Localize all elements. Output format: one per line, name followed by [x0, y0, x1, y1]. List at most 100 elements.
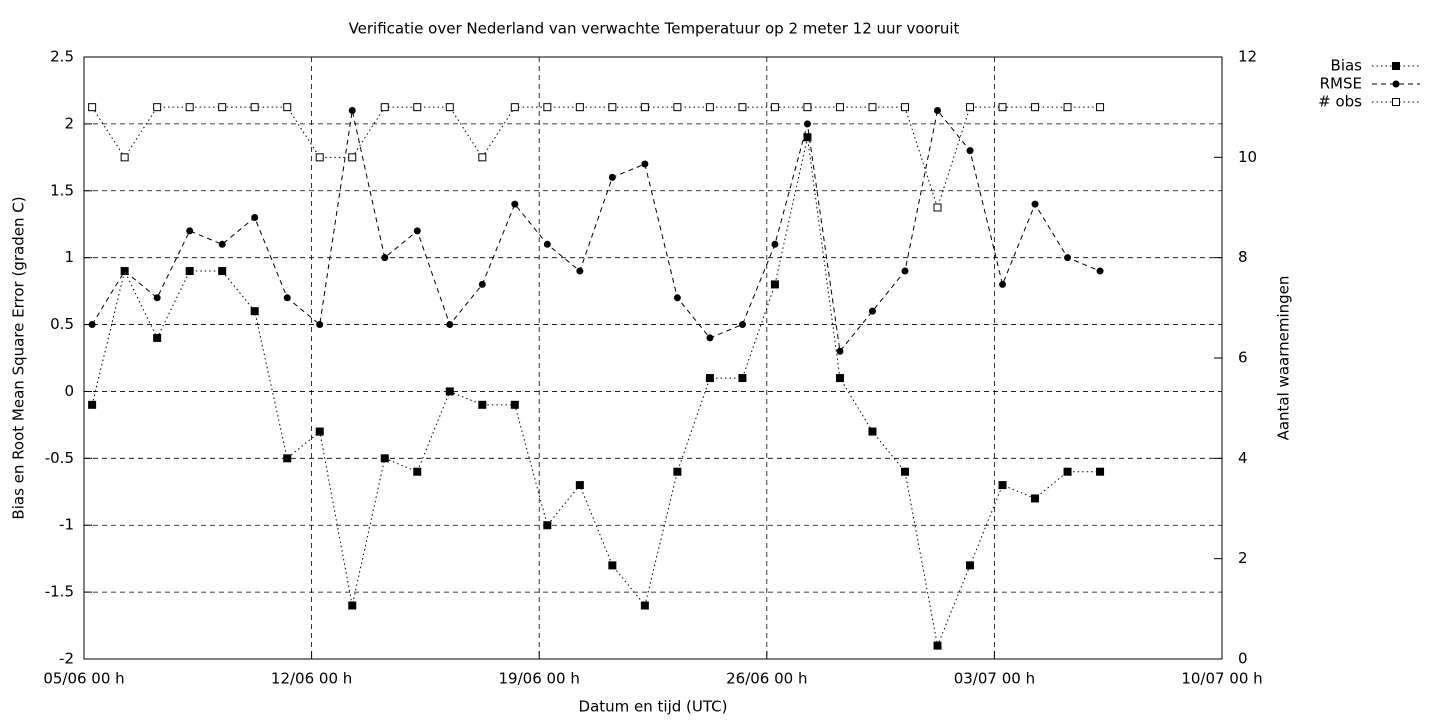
marker — [543, 521, 552, 530]
marker — [185, 267, 194, 276]
marker — [1064, 254, 1072, 262]
marker — [478, 400, 487, 409]
marker — [381, 254, 389, 262]
marker — [413, 227, 421, 235]
marker — [641, 160, 649, 168]
marker — [348, 153, 357, 162]
marker — [1063, 103, 1072, 112]
legend-marker — [1392, 62, 1400, 70]
y-tick-label: 1 — [64, 248, 74, 266]
y2-tick-label: 10 — [1238, 148, 1257, 166]
x-axis-label: Datum en tijd (UTC) — [579, 698, 728, 716]
legend-label: RMSE — [1320, 75, 1362, 93]
marker — [510, 400, 519, 409]
x-tick-label: 19/06 00 h — [499, 670, 580, 688]
marker — [251, 214, 259, 222]
marker — [999, 280, 1007, 288]
series-line — [91, 106, 1101, 210]
y-tick-label: -1 — [59, 516, 74, 534]
marker — [153, 294, 161, 302]
marker — [348, 107, 356, 115]
marker — [575, 481, 584, 490]
marker — [283, 103, 292, 112]
marker — [706, 334, 714, 342]
legend-label: # obs — [1318, 93, 1362, 111]
marker — [315, 427, 324, 436]
marker — [380, 454, 389, 463]
marker — [933, 641, 942, 650]
marker — [900, 103, 909, 112]
marker — [283, 294, 291, 302]
y-tick-label: -0.5 — [45, 449, 74, 467]
y2-tick-label: 2 — [1238, 549, 1248, 567]
marker — [445, 387, 454, 396]
marker — [153, 103, 162, 112]
marker — [640, 601, 649, 610]
marker — [88, 321, 96, 329]
marker — [673, 103, 682, 112]
y2-tick-label: 8 — [1238, 248, 1248, 266]
y-axis-label: Bias en Root Mean Square Error (graden C… — [10, 196, 28, 519]
marker — [803, 120, 811, 128]
legend-label: Bias — [1331, 57, 1363, 75]
marker — [868, 103, 877, 112]
marker — [510, 103, 519, 112]
marker — [121, 267, 129, 275]
marker — [934, 107, 941, 115]
marker — [250, 307, 259, 316]
marker — [1063, 467, 1072, 476]
marker — [738, 103, 747, 112]
x-tick-label: 10/07 00 h — [1181, 670, 1262, 688]
marker — [1031, 103, 1040, 112]
marker — [1031, 200, 1039, 208]
marker — [673, 467, 682, 476]
plot-frame — [83, 56, 1223, 660]
y-tick-label: 2 — [64, 114, 74, 132]
marker — [673, 294, 681, 302]
marker — [998, 103, 1007, 112]
marker — [511, 200, 519, 208]
marker — [608, 103, 617, 112]
marker — [153, 333, 162, 342]
marker — [218, 240, 226, 248]
marker — [1096, 267, 1104, 275]
marker — [901, 267, 909, 275]
marker — [186, 227, 194, 235]
marker — [966, 147, 974, 155]
marker — [868, 307, 876, 315]
marker — [803, 103, 812, 112]
x-tick-label: 26/06 00 h — [726, 670, 807, 688]
marker — [348, 601, 357, 610]
marker — [250, 103, 259, 112]
marker — [998, 481, 1007, 490]
marker — [738, 374, 747, 383]
marker — [1096, 103, 1105, 112]
marker — [218, 267, 227, 276]
marker — [835, 374, 844, 383]
y2-tick-label: 12 — [1238, 48, 1257, 66]
marker — [1031, 494, 1040, 503]
marker — [900, 467, 909, 476]
marker — [543, 103, 552, 112]
marker — [445, 103, 454, 112]
marker — [413, 467, 422, 476]
marker — [640, 103, 649, 112]
y-tick-label: -2 — [59, 650, 74, 668]
marker — [868, 427, 877, 436]
y2-axis-label: Aantal waarnemingen — [1275, 276, 1293, 441]
x-tick-label: 03/07 00 h — [954, 670, 1035, 688]
marker — [803, 133, 812, 142]
chart-title: Verificatie over Nederland van verwachte… — [349, 20, 960, 38]
marker — [770, 103, 779, 112]
y2-tick-label: 0 — [1238, 650, 1248, 668]
marker — [576, 267, 584, 275]
y-tick-label: 1.5 — [50, 181, 74, 199]
marker — [575, 103, 584, 112]
marker — [315, 153, 324, 162]
marker — [478, 153, 487, 162]
marker — [966, 561, 975, 570]
marker — [316, 321, 324, 329]
marker — [380, 103, 389, 112]
marker — [88, 103, 97, 112]
